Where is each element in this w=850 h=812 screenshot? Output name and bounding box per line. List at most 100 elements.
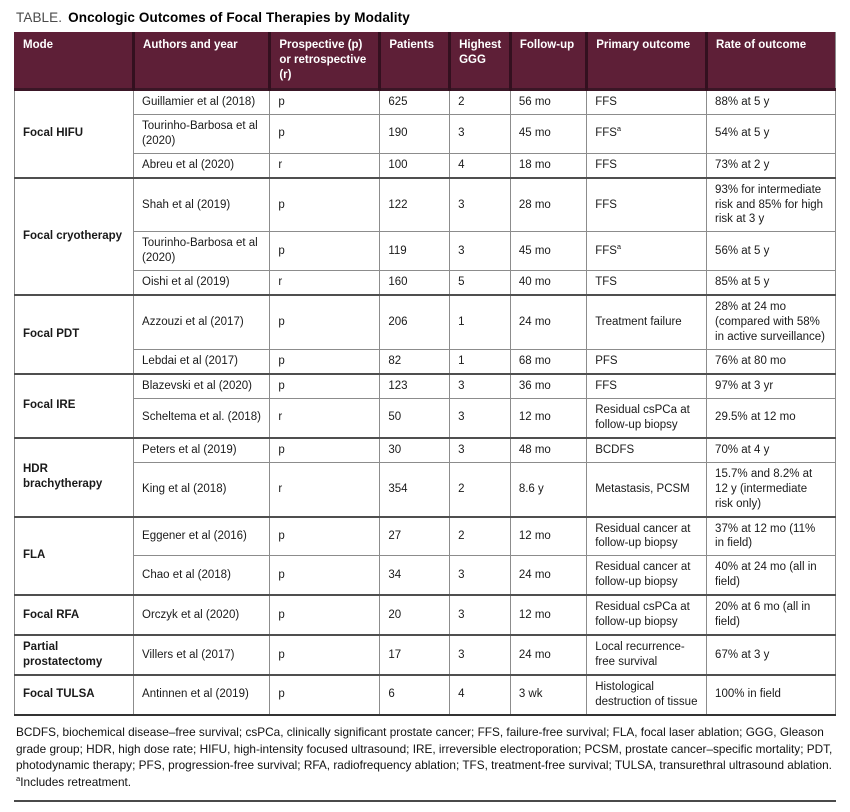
mode-cell: Focal PDT xyxy=(13,294,135,375)
patients-cell: 354 xyxy=(379,461,451,518)
table-title: TABLE. Oncologic Outcomes of Focal Therap… xyxy=(16,10,836,25)
authors-cell: Peters et al (2019) xyxy=(133,436,271,463)
rate-cell: 70% at 4 y xyxy=(706,436,836,463)
footnote-a: aIncludes retreatment. xyxy=(16,774,132,790)
patients-cell: 27 xyxy=(379,515,451,557)
rate-cell: 85% at 5 y xyxy=(706,270,836,296)
rate-cell: 28% at 24 mo (compared with 58% in activ… xyxy=(706,294,836,351)
design-cell: p xyxy=(269,436,381,463)
table-header: Mode Authors and year Prospective (p) or… xyxy=(13,32,836,90)
rate-cell: 56% at 5 y xyxy=(706,231,836,272)
followup-cell: 12 mo xyxy=(509,594,588,636)
table-row: Focal HIFU Guillamier et al (2018) p 625 2 56… xyxy=(13,88,836,179)
followup-cell: 28 mo xyxy=(509,176,588,233)
table-row: Tourinho-Barbosa et al (2020) p 190 3 45 mo F… xyxy=(15,113,836,154)
patients-cell: 34 xyxy=(379,555,451,596)
header-highest-ggg: Highest GGG xyxy=(448,32,511,90)
ggg-cell: 2 xyxy=(449,515,511,557)
patients-cell: 160 xyxy=(379,270,451,296)
header-design: Prospective (p) or retrospective (r) xyxy=(268,32,380,90)
authors-cell: Oishi et al (2019) xyxy=(133,270,271,296)
design-cell: r xyxy=(269,270,381,296)
table-row: Chao et al (2018) p 34 3 24 mo Residual cance… xyxy=(15,555,836,596)
design-cell: p xyxy=(269,176,381,233)
patients-cell: 50 xyxy=(379,397,451,439)
footnote-marker-a: a xyxy=(616,124,622,134)
design-cell: r xyxy=(269,397,381,439)
ggg-cell: 3 xyxy=(449,397,511,439)
rate-cell: 37% at 12 mo (11% in field) xyxy=(706,515,836,557)
rate-cell: 67% at 3 y xyxy=(706,634,836,676)
primary-outcome-cell: BCDFS xyxy=(586,436,708,463)
design-cell: p xyxy=(269,113,381,154)
patients-cell: 82 xyxy=(379,348,451,375)
authors-cell: Eggener et al (2016) xyxy=(133,515,271,557)
mode-cell: HDR brachytherapy xyxy=(13,436,135,517)
header-row: Mode Authors and year Prospective (p) or… xyxy=(13,32,836,90)
authors-cell: Chao et al (2018) xyxy=(133,555,271,596)
design-cell: r xyxy=(269,461,381,518)
header-mode: Mode xyxy=(13,32,134,90)
followup-cell: 12 mo xyxy=(509,397,588,439)
authors-cell: Lebdai et al (2017) xyxy=(133,348,271,375)
mode-cell: Focal cryotherapy xyxy=(13,176,135,296)
table-title-label: TABLE. xyxy=(16,10,63,25)
table-row: Abreu et al (2020) r 100 4 18 mo FFS 73% at 2 … xyxy=(15,152,836,179)
design-cell: p xyxy=(269,594,381,636)
authors-cell: Abreu et al (2020) xyxy=(133,152,271,179)
rate-cell: 73% at 2 y xyxy=(706,152,836,179)
followup-cell: 45 mo xyxy=(509,113,588,154)
ggg-cell: 4 xyxy=(449,674,511,716)
table-row: Tourinho-Barbosa et al (2020) p 119 3 45 mo F… xyxy=(15,231,836,272)
authors-cell: Tourinho-Barbosa et al (2020) xyxy=(133,113,271,154)
table-row: Oishi et al (2019) r 160 5 40 mo TFS 85% at 5 … xyxy=(15,270,836,296)
primary-outcome-cell: FFS xyxy=(586,176,708,233)
patients-cell: 206 xyxy=(379,294,451,351)
followup-cell: 18 mo xyxy=(509,152,588,179)
mode-cell: Focal IRE xyxy=(13,372,135,439)
mode-cell: Focal RFA xyxy=(13,594,135,636)
followup-cell: 68 mo xyxy=(509,348,588,375)
followup-cell: 56 mo xyxy=(509,88,588,115)
table-row: Partial prostatectomy Villers et al (2017… xyxy=(13,634,836,676)
table-row: King et al (2018) r 354 2 8.6 y Metastasis, P… xyxy=(15,461,836,518)
patients-cell: 190 xyxy=(379,113,451,154)
patients-cell: 123 xyxy=(379,372,451,399)
design-cell: r xyxy=(269,152,381,179)
ggg-cell: 3 xyxy=(449,372,511,399)
mode-cell: Partial prostatectomy xyxy=(13,634,135,676)
header-patients: Patients xyxy=(378,32,450,90)
design-cell: p xyxy=(269,634,381,676)
followup-cell: 24 mo xyxy=(509,294,588,351)
header-rate-of-outcome: Rate of outcome xyxy=(705,32,836,90)
primary-outcome-cell: Residual csPCa at follow-up biopsy xyxy=(586,397,708,439)
primary-outcome-cell: Metastasis, PCSM xyxy=(586,461,708,518)
followup-cell: 8.6 y xyxy=(509,461,588,518)
ggg-cell: 2 xyxy=(449,88,511,115)
primary-outcome-cell: Histological destruction of tissue xyxy=(586,674,708,716)
table-row: Focal RFA Orczyk et al (2020) p 20 3 12 mo Res… xyxy=(13,594,836,636)
primary-outcome-cell: TFS xyxy=(586,270,708,296)
primary-outcome-cell: FFS xyxy=(586,372,708,399)
primary-outcome-cell: Local recurrence-free survival xyxy=(586,634,708,676)
primary-outcome-cell: FFSa xyxy=(586,231,708,272)
patients-cell: 30 xyxy=(379,436,451,463)
table-row: Focal TULSA Antinnen et al (2019) p 6 4 3 wk H… xyxy=(13,674,836,716)
followup-cell: 40 mo xyxy=(509,270,588,296)
table-title-text: Oncologic Outcomes of Focal Therapies by… xyxy=(68,10,410,25)
table-row: HDR brachytherapy Peters et al (2019) p 30 3… xyxy=(13,436,836,517)
ggg-cell: 4 xyxy=(449,152,511,179)
followup-cell: 45 mo xyxy=(509,231,588,272)
ggg-cell: 1 xyxy=(449,294,511,351)
followup-cell: 3 wk xyxy=(509,674,588,716)
table-row: Scheltema et al. (2018) r 50 3 12 mo Residual… xyxy=(15,397,836,439)
rate-cell: 40% at 24 mo (all in field) xyxy=(706,555,836,596)
authors-cell: Villers et al (2017) xyxy=(133,634,271,676)
ggg-cell: 1 xyxy=(449,348,511,375)
design-cell: p xyxy=(269,515,381,557)
primary-outcome-cell: FFS xyxy=(586,152,708,179)
authors-cell: Tourinho-Barbosa et al (2020) xyxy=(133,231,271,272)
authors-cell: Blazevski et al (2020) xyxy=(133,372,271,399)
table-row: FLA Eggener et al (2016) p 27 2 12 mo Residual… xyxy=(13,515,836,596)
ggg-cell: 3 xyxy=(449,176,511,233)
